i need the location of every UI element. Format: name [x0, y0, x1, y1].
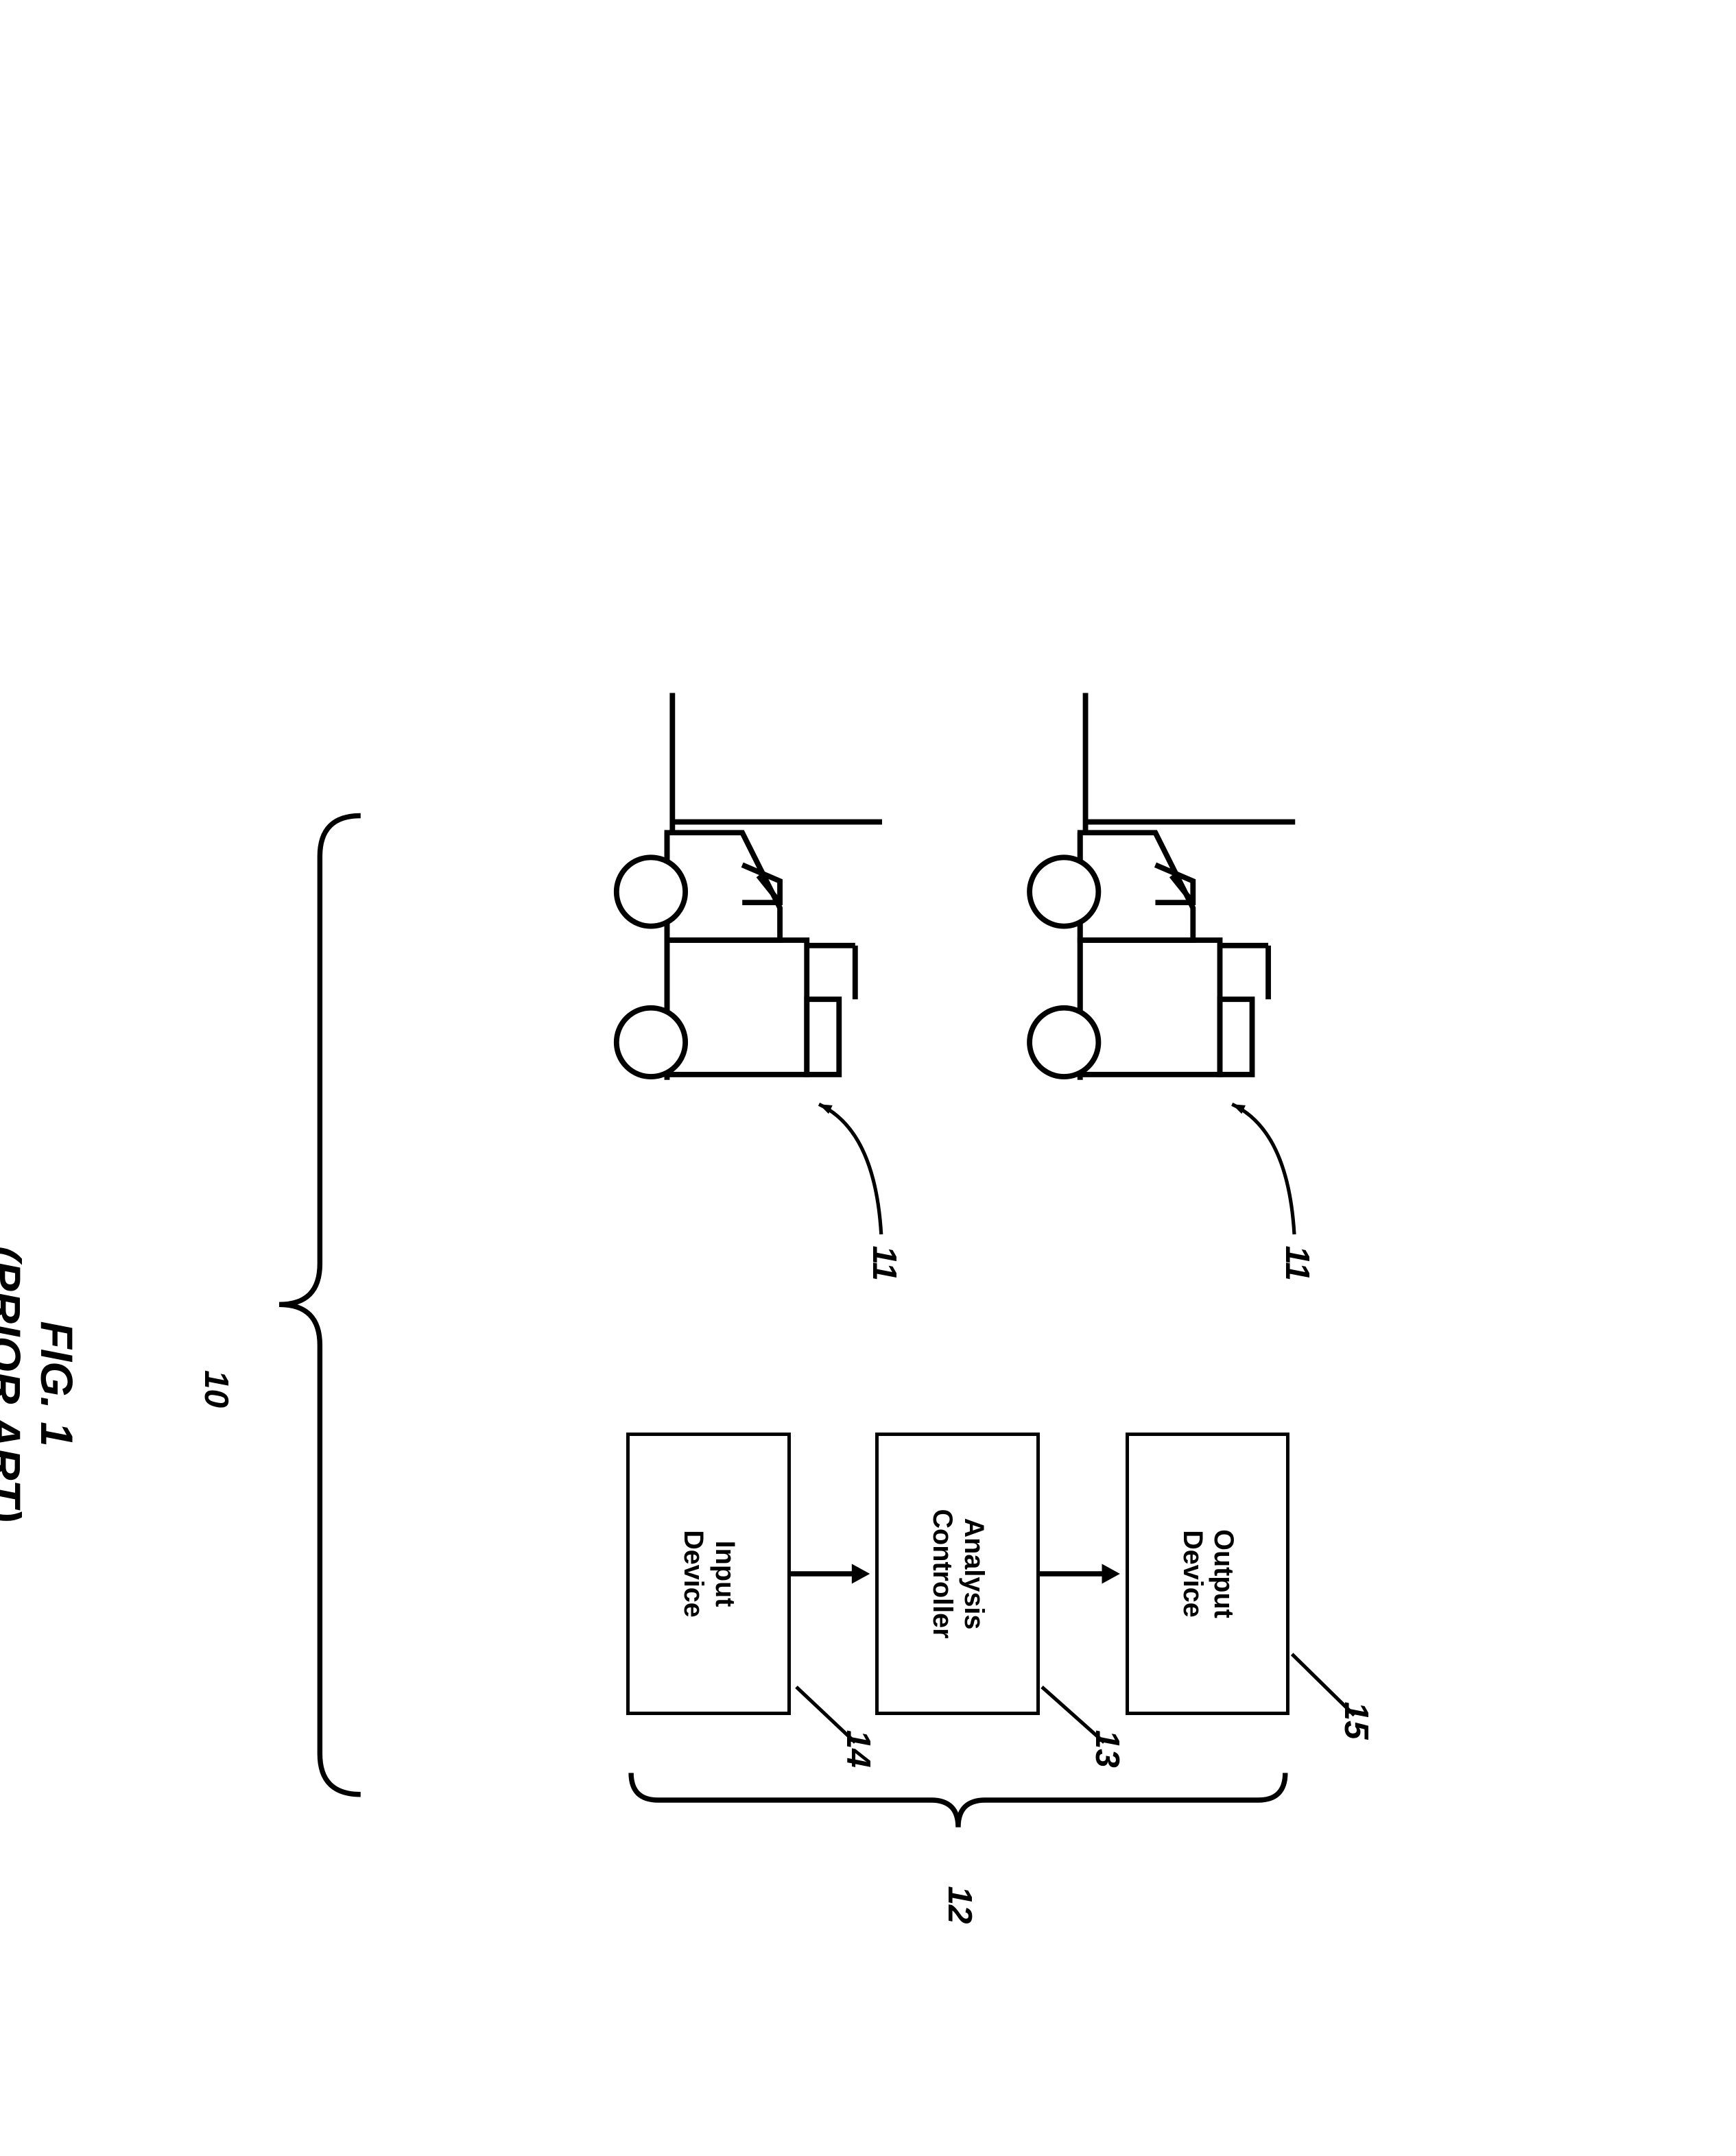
input-device-label: Input Device: [678, 1530, 740, 1618]
analysis-controller-box: Analysis Controller: [876, 1433, 1040, 1716]
ref-14: 14: [839, 1730, 878, 1768]
ref-11-b: 11: [865, 1246, 904, 1281]
analysis-controller-label: Analysis Controller: [927, 1509, 989, 1638]
figure-title: FIG. 1 (PRIOR ART): [0, 1246, 84, 1522]
ref-11-a: 11: [1278, 1246, 1317, 1281]
figure-title-line1: FIG. 1: [32, 1246, 84, 1522]
diagram-svg: [0, 0, 1736, 2156]
output-device-box: Output Device: [1126, 1433, 1289, 1716]
figure-title-line2: (PRIOR ART): [0, 1246, 32, 1522]
output-device-label: Output Device: [1176, 1529, 1239, 1618]
ref-12: 12: [940, 1886, 979, 1924]
ref-10: 10: [197, 1370, 236, 1408]
ref-13: 13: [1088, 1730, 1127, 1768]
input-device-box: Input Device: [627, 1433, 791, 1716]
ref-15: 15: [1337, 1701, 1376, 1739]
